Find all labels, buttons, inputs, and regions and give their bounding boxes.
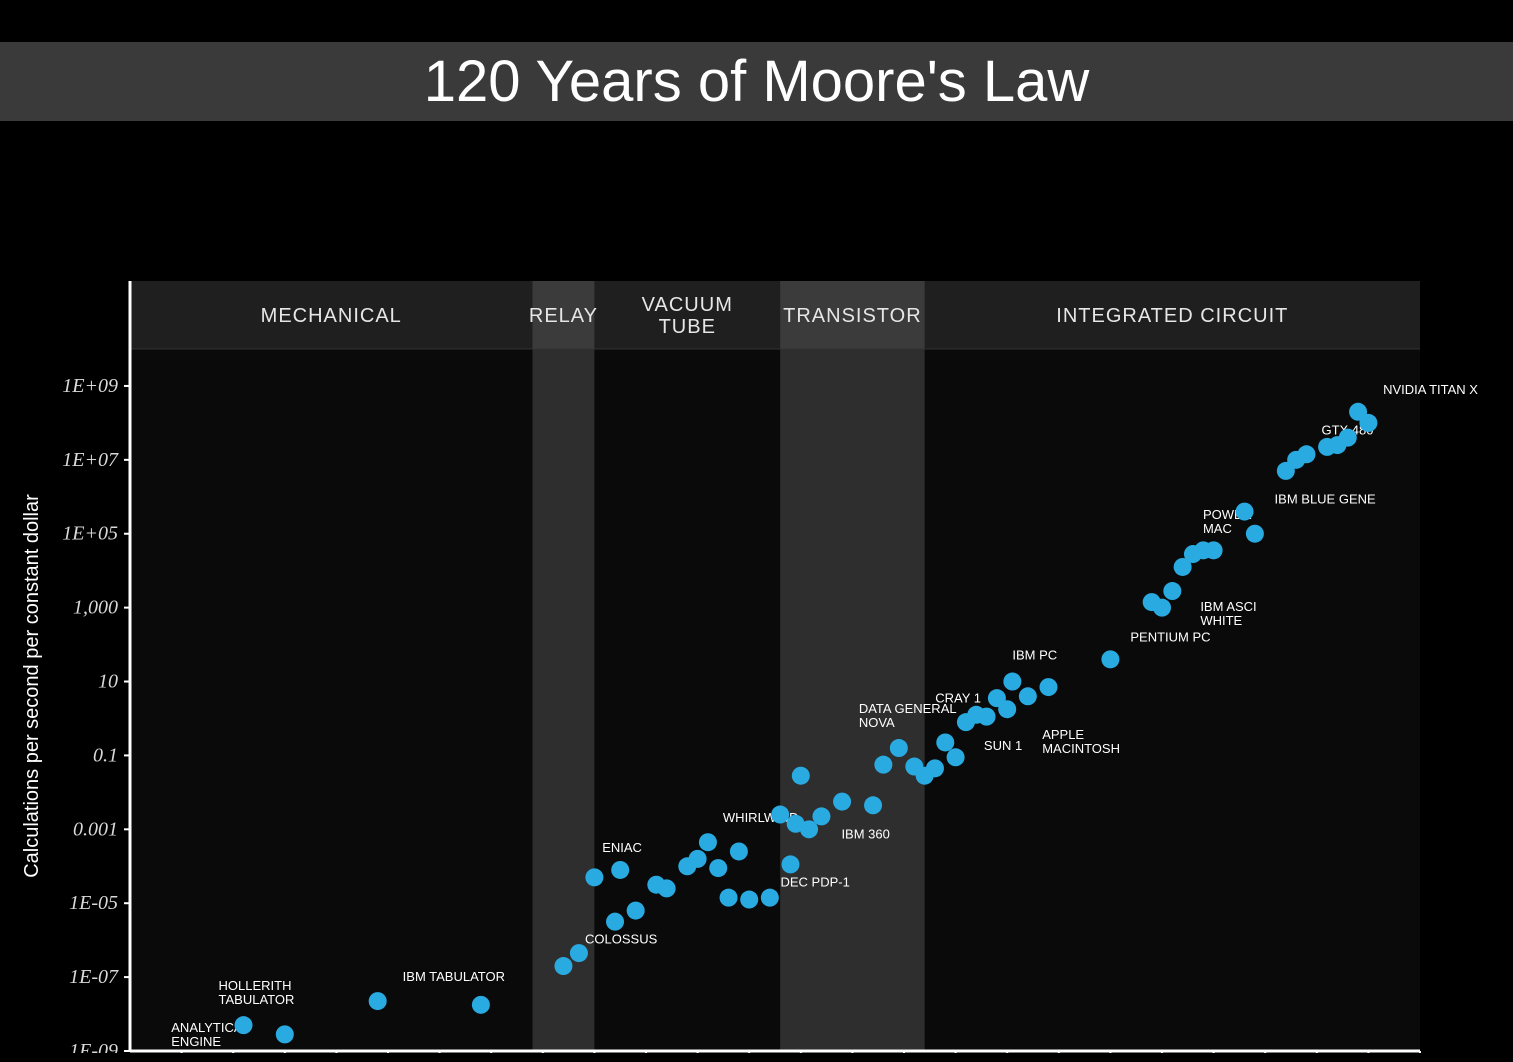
y-tick-label: 1E-09 — [69, 1040, 118, 1053]
chart-stage: MECHANICAL RELAY VACUUMTUBE TRANSISTOR INTEG… — [0, 121, 1513, 1053]
data-point — [1003, 673, 1021, 691]
point-label: NOVA — [859, 715, 895, 730]
y-tick-label: 1E-07 — [69, 966, 119, 988]
data-point — [554, 957, 572, 975]
y-axis-title: Calculations per second per constant dol… — [21, 494, 43, 878]
point-label: IBM PC — [1012, 648, 1057, 663]
svg-text:TUBE: TUBE — [659, 316, 716, 338]
data-point — [812, 807, 830, 825]
point-label: ENIAC — [602, 840, 642, 855]
y-tick-label: 10 — [98, 671, 118, 693]
data-point — [699, 833, 717, 851]
data-point — [658, 879, 676, 897]
data-point — [1163, 582, 1181, 600]
data-point — [1039, 678, 1057, 696]
data-point — [369, 992, 387, 1010]
data-point — [720, 889, 738, 907]
data-point — [1205, 541, 1223, 559]
data-point — [472, 996, 490, 1014]
data-point — [792, 767, 810, 785]
era-column — [780, 281, 924, 1051]
data-point — [585, 868, 603, 886]
data-point — [1019, 687, 1037, 705]
point-label: WHITE — [1200, 613, 1242, 628]
point-label: APPLE — [1042, 727, 1084, 742]
point-label: IBM ASCI — [1200, 599, 1256, 614]
data-point — [1297, 445, 1315, 463]
data-point — [947, 748, 965, 766]
data-point — [689, 850, 707, 868]
point-label: DEC PDP-1 — [780, 874, 849, 889]
data-point — [1236, 503, 1254, 521]
data-point — [864, 796, 882, 814]
data-point — [1246, 525, 1264, 543]
point-label: CRAY 1 — [935, 690, 981, 705]
y-tick-label: 1E+09 — [62, 375, 118, 397]
data-point — [276, 1025, 294, 1043]
data-point — [611, 861, 629, 879]
era-label: RELAY — [529, 305, 598, 327]
plot-bg — [130, 281, 1420, 1051]
page-title: 120 Years of Moore's Law — [0, 48, 1513, 115]
data-point — [235, 1016, 253, 1034]
data-point — [890, 739, 908, 757]
data-point — [978, 708, 996, 726]
data-point — [781, 855, 799, 873]
data-point — [998, 700, 1016, 718]
data-point — [926, 759, 944, 777]
point-label: MAC — [1203, 521, 1232, 536]
data-point — [1339, 429, 1357, 447]
data-point — [833, 793, 851, 811]
era-label: MECHANICAL — [261, 305, 402, 327]
data-point — [1153, 599, 1171, 617]
data-point — [761, 889, 779, 907]
data-point — [1359, 414, 1377, 432]
data-point — [874, 756, 892, 774]
data-point — [1101, 650, 1119, 668]
data-point — [936, 733, 954, 751]
data-point — [730, 842, 748, 860]
data-point — [709, 859, 727, 877]
y-tick-label: 1E-05 — [69, 892, 118, 914]
point-label: IBM BLUE GENE — [1275, 492, 1376, 507]
point-label: PENTIUM PC — [1130, 629, 1210, 644]
point-label: IBM 360 — [841, 826, 889, 841]
y-tick-label: 1E+05 — [62, 523, 118, 545]
point-label: COLOSSUS — [585, 932, 658, 947]
svg-text:VACUUM: VACUUM — [642, 294, 733, 316]
data-point — [570, 944, 588, 962]
era-label: TRANSISTOR — [783, 305, 922, 327]
point-label: SUN 1 — [984, 738, 1022, 753]
era-label: INTEGRATED CIRCUIT — [1056, 305, 1288, 327]
y-tick-label: 1E+07 — [62, 449, 119, 471]
y-tick-label: 0.001 — [73, 818, 118, 840]
y-tick-label: 0.1 — [93, 744, 118, 766]
point-label: TABULATOR — [219, 992, 295, 1007]
data-point — [606, 913, 624, 931]
point-label: NVIDIA TITAN X — [1383, 382, 1478, 397]
point-label: HOLLERITH — [219, 978, 292, 993]
data-point — [771, 806, 789, 824]
data-point — [740, 891, 758, 909]
point-label: IBM TABULATOR — [403, 969, 505, 984]
y-tick-label: 1,000 — [73, 597, 118, 619]
point-label: MACINTOSH — [1042, 741, 1120, 756]
title-bar: 120 Years of Moore's Law — [0, 42, 1513, 121]
data-point — [627, 902, 645, 920]
point-label: ENGINE — [171, 1034, 221, 1049]
